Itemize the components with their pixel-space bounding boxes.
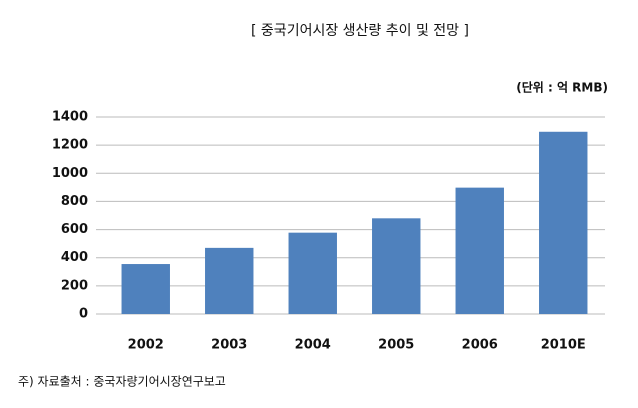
x-tick-label: 2004 — [295, 338, 331, 353]
bar — [288, 232, 337, 314]
x-tick-label: 2005 — [378, 338, 414, 353]
bar — [205, 247, 254, 314]
y-tick-label: 600 — [61, 222, 88, 237]
footnote: 주) 자료출처 : 중국자량기어시장연구보고 — [18, 375, 226, 389]
bar — [539, 131, 588, 314]
x-tick-label: 2003 — [211, 338, 247, 353]
unit-label: (단위 : 억 RMB) — [516, 80, 608, 95]
bar — [372, 218, 421, 314]
bar — [121, 264, 170, 314]
y-tick-label: 1200 — [52, 138, 88, 153]
y-tick-label: 0 — [79, 307, 88, 322]
y-tick-label: 200 — [61, 278, 88, 293]
x-tick-label: 2002 — [128, 338, 164, 353]
y-tick-label: 1000 — [52, 166, 88, 181]
bar — [455, 187, 504, 314]
x-tick-label: 2010E — [541, 338, 586, 353]
chart-title: [ 중국기어시장 생산량 추이 및 전망 ] — [251, 23, 469, 39]
x-tick-label: 2006 — [462, 338, 498, 353]
y-tick-label: 1400 — [52, 110, 88, 125]
y-tick-label: 400 — [61, 250, 88, 265]
y-tick-label: 800 — [61, 194, 88, 209]
